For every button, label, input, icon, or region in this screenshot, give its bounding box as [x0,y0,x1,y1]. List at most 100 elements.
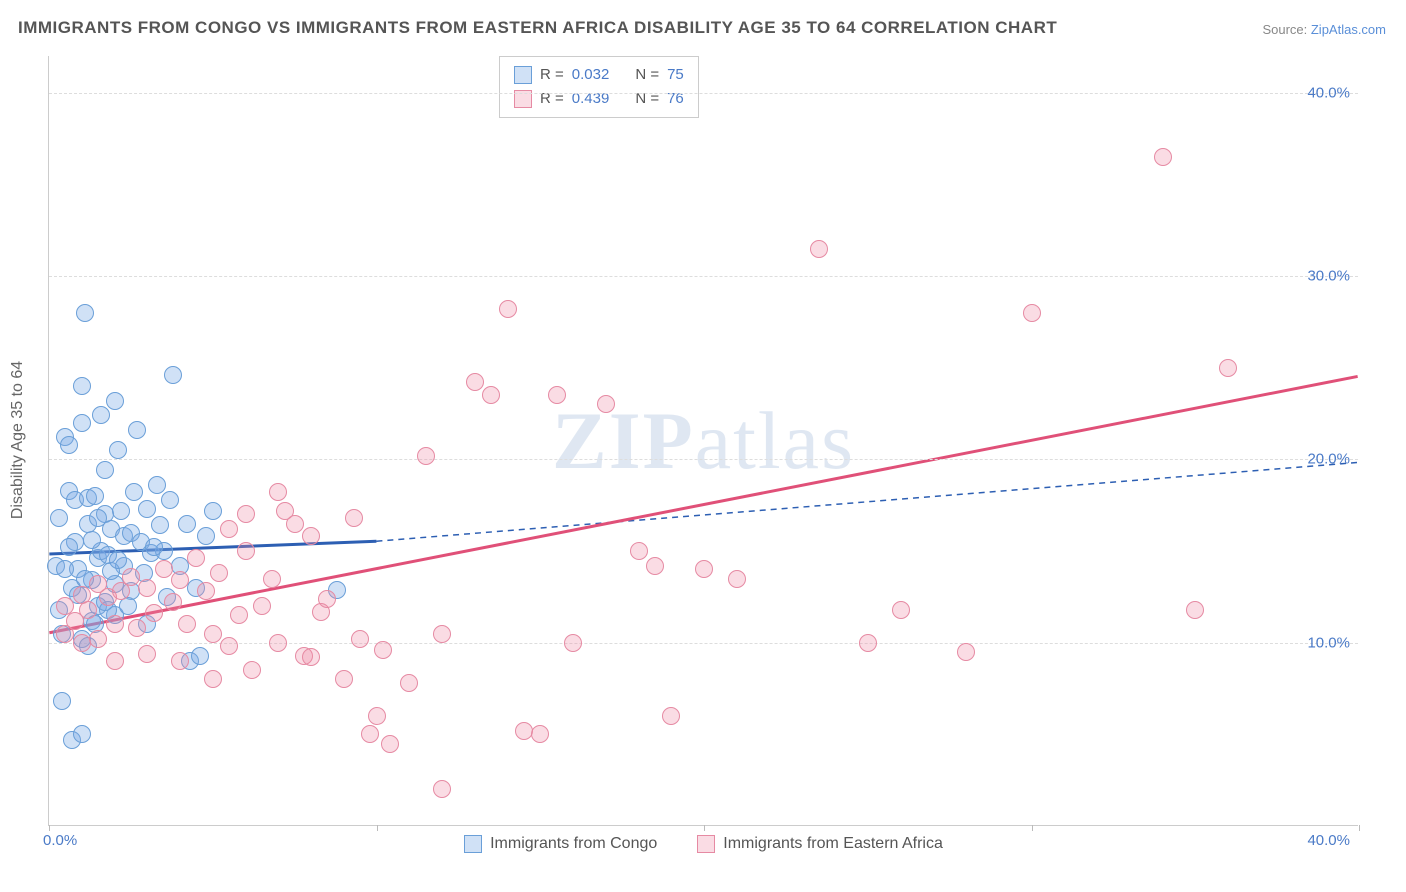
r-label: R = [540,87,564,111]
data-point-congo [197,527,215,545]
data-point-congo [60,436,78,454]
data-point-eastern_africa [128,619,146,637]
data-point-eastern_africa [957,643,975,661]
r-value-congo: 0.032 [572,63,610,87]
data-point-congo [56,560,74,578]
data-point-eastern_africa [728,570,746,588]
data-point-eastern_africa [597,395,615,413]
data-point-congo [86,487,104,505]
data-point-eastern_africa [810,240,828,258]
data-point-eastern_africa [155,560,173,578]
data-point-congo [112,502,130,520]
data-point-eastern_africa [361,725,379,743]
data-point-eastern_africa [56,625,74,643]
data-point-congo [109,551,127,569]
data-point-congo [73,414,91,432]
n-value-ea: 76 [667,87,684,111]
y-tick-label: 20.0% [1307,451,1350,468]
data-point-eastern_africa [106,652,124,670]
data-point-eastern_africa [210,564,228,582]
data-point-eastern_africa [230,606,248,624]
r-value-ea: 0.439 [572,87,610,111]
data-point-eastern_africa [564,634,582,652]
data-point-congo [83,531,101,549]
data-point-congo [106,392,124,410]
data-point-congo [73,377,91,395]
plot-area: ZIPatlas R = 0.032 N = 75 R = 0.439 N = … [48,56,1358,826]
data-point-eastern_africa [646,557,664,575]
data-point-eastern_africa [220,637,238,655]
data-point-eastern_africa [269,634,287,652]
x-tick-mark [1359,825,1360,831]
legend-row-congo: R = 0.032 N = 75 [514,63,684,87]
gridline [49,276,1358,277]
data-point-eastern_africa [466,373,484,391]
data-point-eastern_africa [302,527,320,545]
data-point-eastern_africa [138,579,156,597]
n-label: N = [635,87,659,111]
data-point-congo [145,538,163,556]
data-point-eastern_africa [178,615,196,633]
data-point-eastern_africa [548,386,566,404]
regression-lines [49,56,1358,825]
data-point-congo [76,304,94,322]
x-tick-min: 0.0% [43,832,77,849]
r-label: R = [540,63,564,87]
data-point-eastern_africa [243,661,261,679]
data-point-eastern_africa [122,568,140,586]
data-point-eastern_africa [171,652,189,670]
data-point-eastern_africa [73,634,91,652]
data-point-eastern_africa [482,386,500,404]
y-axis-label: Disability Age 35 to 64 [9,361,27,519]
legend-item-congo: Immigrants from Congo [464,835,657,853]
legend-row-ea: R = 0.439 N = 76 [514,87,684,111]
data-point-congo [204,502,222,520]
x-tick-mark [49,825,50,831]
legend-label-ea: Immigrants from Eastern Africa [723,835,943,853]
y-tick-label: 10.0% [1307,634,1350,651]
data-point-eastern_africa [368,707,386,725]
data-point-eastern_africa [381,735,399,753]
n-label: N = [635,63,659,87]
data-point-eastern_africa [106,615,124,633]
data-point-eastern_africa [630,542,648,560]
legend-swatch-congo [514,66,532,84]
data-point-congo [148,476,166,494]
legend-label-congo: Immigrants from Congo [490,835,657,853]
data-point-eastern_africa [499,300,517,318]
data-point-congo [128,421,146,439]
data-point-congo [138,500,156,518]
data-point-congo [50,509,68,527]
gridline [49,459,1358,460]
data-point-congo [178,515,196,533]
data-point-eastern_africa [220,520,238,538]
data-point-eastern_africa [197,582,215,600]
data-point-congo [161,491,179,509]
data-point-eastern_africa [89,630,107,648]
gridline [49,93,1358,94]
y-tick-label: 40.0% [1307,84,1350,101]
data-point-congo [92,406,110,424]
data-point-eastern_africa [695,560,713,578]
data-point-congo [96,461,114,479]
data-point-eastern_africa [204,625,222,643]
data-point-congo [164,366,182,384]
data-point-eastern_africa [1219,359,1237,377]
data-point-eastern_africa [335,670,353,688]
data-point-eastern_africa [531,725,549,743]
data-point-eastern_africa [345,509,363,527]
data-point-eastern_africa [417,447,435,465]
data-point-congo [191,647,209,665]
data-point-eastern_africa [269,483,287,501]
data-point-eastern_africa [433,625,451,643]
x-tick-max: 40.0% [1307,832,1350,849]
data-point-eastern_africa [1186,601,1204,619]
source-link[interactable]: ZipAtlas.com [1311,22,1386,37]
legend-swatch-icon [464,835,482,853]
data-point-congo [73,725,91,743]
data-point-eastern_africa [351,630,369,648]
data-point-eastern_africa [892,601,910,619]
data-point-congo [151,516,169,534]
data-point-eastern_africa [253,597,271,615]
data-point-eastern_africa [515,722,533,740]
